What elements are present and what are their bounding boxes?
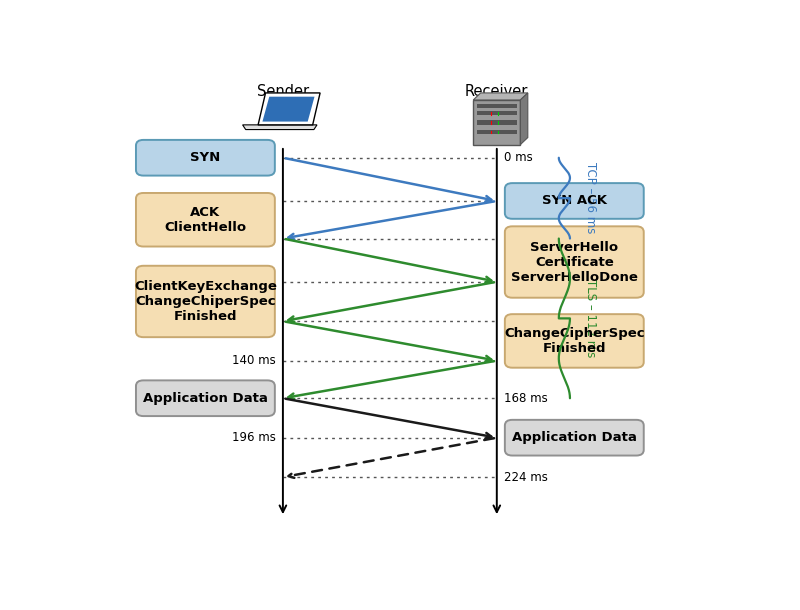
FancyBboxPatch shape bbox=[136, 140, 275, 176]
Polygon shape bbox=[242, 125, 317, 129]
FancyBboxPatch shape bbox=[136, 381, 275, 416]
FancyBboxPatch shape bbox=[505, 314, 644, 368]
Text: TCP – 56 ms: TCP – 56 ms bbox=[584, 162, 597, 234]
Text: 56 ms: 56 ms bbox=[504, 232, 541, 245]
Text: ACK
ClientHello: ACK ClientHello bbox=[164, 206, 246, 234]
FancyBboxPatch shape bbox=[477, 111, 517, 115]
Polygon shape bbox=[474, 93, 528, 100]
FancyBboxPatch shape bbox=[136, 193, 275, 246]
Polygon shape bbox=[520, 93, 528, 145]
Text: 28 ms: 28 ms bbox=[239, 195, 275, 207]
Text: Application Data: Application Data bbox=[512, 431, 637, 444]
Text: SYN: SYN bbox=[190, 151, 221, 164]
Text: ServerHello
Certificate
ServerHelloDone: ServerHello Certificate ServerHelloDone bbox=[511, 240, 638, 284]
Text: 168 ms: 168 ms bbox=[504, 392, 548, 404]
FancyBboxPatch shape bbox=[477, 120, 517, 125]
FancyBboxPatch shape bbox=[505, 420, 644, 456]
FancyBboxPatch shape bbox=[477, 129, 517, 134]
Polygon shape bbox=[258, 93, 320, 125]
Text: Receiver: Receiver bbox=[465, 85, 529, 99]
FancyBboxPatch shape bbox=[474, 100, 520, 145]
FancyBboxPatch shape bbox=[477, 104, 517, 109]
Text: Sender: Sender bbox=[257, 85, 309, 99]
Text: 0 ms: 0 ms bbox=[504, 151, 533, 164]
Text: TLS – 112 ms: TLS – 112 ms bbox=[584, 279, 597, 357]
FancyBboxPatch shape bbox=[505, 183, 644, 219]
Polygon shape bbox=[262, 97, 314, 121]
Text: 140 ms: 140 ms bbox=[232, 354, 275, 367]
Text: SYN ACK: SYN ACK bbox=[542, 195, 606, 207]
Text: ChangeCipherSpec
Finished: ChangeCipherSpec Finished bbox=[504, 327, 645, 355]
Text: 112 ms: 112 ms bbox=[504, 315, 548, 328]
Text: 196 ms: 196 ms bbox=[231, 431, 275, 444]
FancyBboxPatch shape bbox=[505, 226, 644, 298]
Text: 84 ms: 84 ms bbox=[239, 275, 275, 289]
Text: ClientKeyExchange
ChangeChiperSpec
Finished: ClientKeyExchange ChangeChiperSpec Finis… bbox=[134, 280, 277, 323]
Text: 224 ms: 224 ms bbox=[504, 471, 548, 484]
Text: Application Data: Application Data bbox=[143, 392, 268, 404]
FancyBboxPatch shape bbox=[136, 266, 275, 337]
